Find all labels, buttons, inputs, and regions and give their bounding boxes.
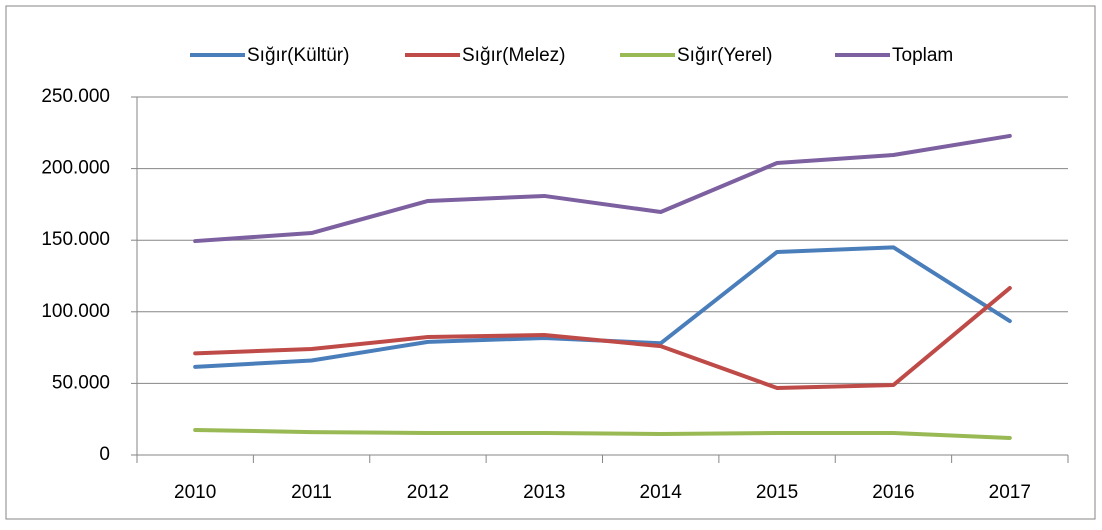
y-tick-label: 0 — [99, 444, 110, 465]
legend-label: Sığır(Kültür) — [247, 45, 349, 66]
series-line — [193, 427, 1012, 440]
series-line — [193, 133, 1012, 244]
x-tick-label: 2014 — [640, 482, 683, 503]
y-tick-label: 150.000 — [41, 229, 110, 250]
x-tick-label: 2013 — [523, 482, 565, 503]
y-tick-label: 50.000 — [52, 372, 110, 393]
series-line — [193, 286, 1012, 390]
x-tick-label: 2016 — [872, 482, 914, 503]
chart-border — [5, 5, 1096, 520]
x-tick-label: 2017 — [989, 482, 1031, 503]
y-tick-label: 250.000 — [41, 86, 110, 107]
y-tick-label: 200.000 — [41, 158, 110, 179]
x-tick-label: 2011 — [291, 482, 332, 503]
x-tick-label: 2010 — [174, 482, 216, 503]
legend-label: Sığır(Yerel) — [677, 45, 772, 66]
legend-label: Sığır(Melez) — [462, 45, 565, 66]
y-tick-label: 100.000 — [41, 301, 110, 322]
x-tick-label: 2012 — [407, 482, 449, 503]
legend-label: Toplam — [892, 45, 953, 66]
x-tick-label: 2015 — [756, 482, 798, 503]
